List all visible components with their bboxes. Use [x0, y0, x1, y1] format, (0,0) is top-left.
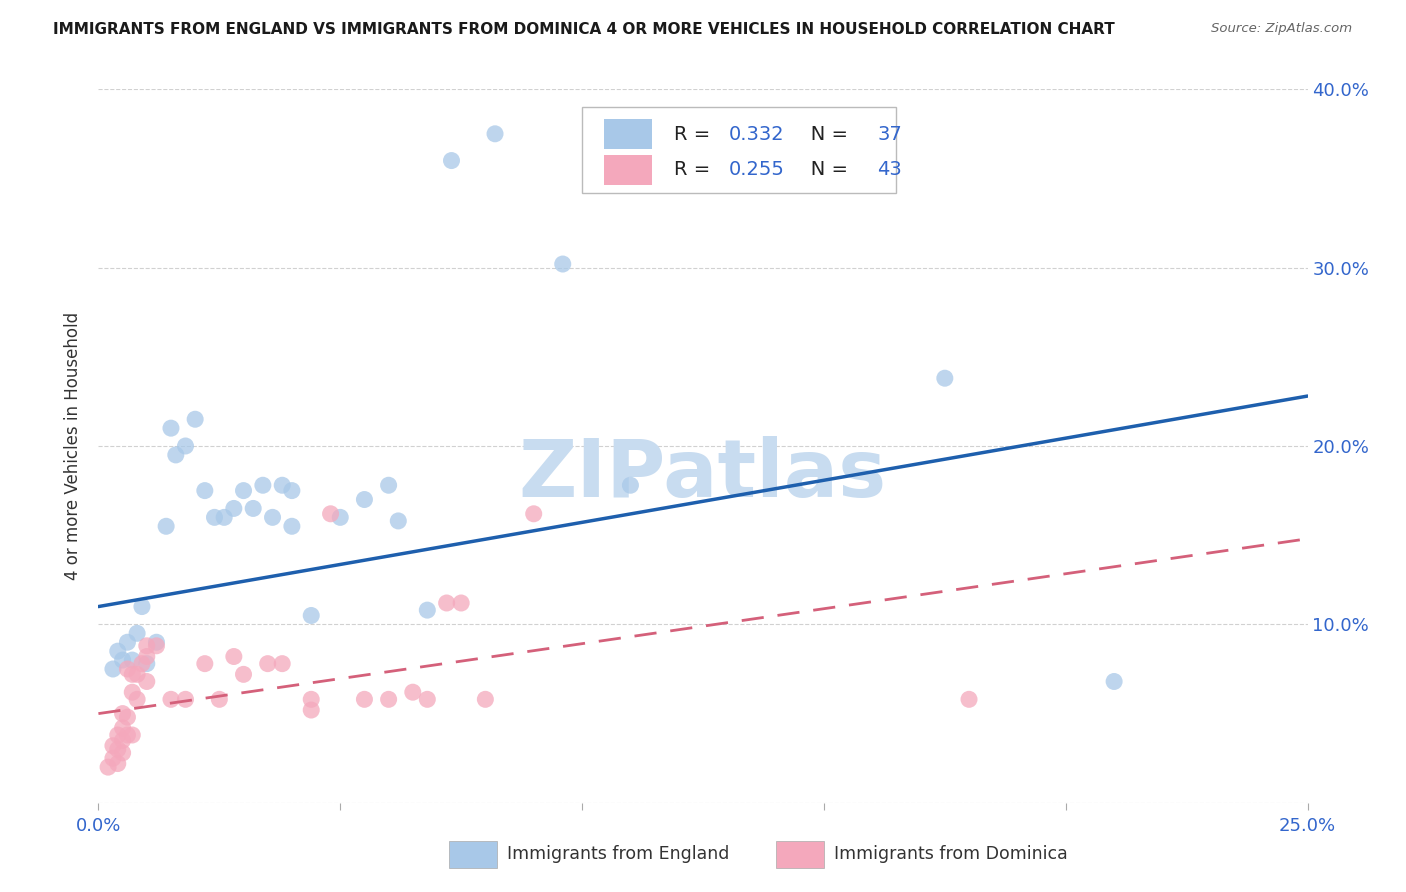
- Point: [1102, 674, 1125, 689]
- Point: [111, 746, 134, 760]
- Point: [121, 667, 143, 681]
- Bar: [603, 155, 652, 185]
- Text: 0.332: 0.332: [728, 125, 785, 144]
- Point: [111, 653, 134, 667]
- Point: [135, 657, 157, 671]
- Point: [127, 692, 149, 706]
- Bar: [449, 841, 498, 869]
- Point: [101, 662, 124, 676]
- Point: [160, 692, 183, 706]
- Point: [135, 674, 157, 689]
- Point: [353, 492, 375, 507]
- Point: [281, 519, 304, 533]
- Point: [121, 653, 143, 667]
- Point: [222, 501, 245, 516]
- Point: [145, 635, 167, 649]
- Point: [402, 685, 425, 699]
- Point: [111, 721, 134, 735]
- Point: [252, 478, 274, 492]
- Point: [107, 742, 129, 756]
- Point: [204, 510, 226, 524]
- Point: [155, 519, 177, 533]
- Point: [107, 756, 129, 771]
- Point: [160, 421, 183, 435]
- Point: [440, 153, 463, 168]
- Point: [450, 596, 472, 610]
- Text: 0.255: 0.255: [728, 161, 785, 179]
- Y-axis label: 4 or more Vehicles in Household: 4 or more Vehicles in Household: [65, 312, 83, 580]
- Point: [242, 501, 264, 516]
- Point: [474, 692, 496, 706]
- Point: [222, 649, 245, 664]
- Point: [107, 644, 129, 658]
- Point: [281, 483, 304, 498]
- Point: [131, 599, 153, 614]
- Point: [957, 692, 980, 706]
- Point: [107, 728, 129, 742]
- Point: [934, 371, 956, 385]
- Point: [377, 478, 399, 492]
- Point: [299, 703, 322, 717]
- Point: [256, 657, 278, 671]
- FancyBboxPatch shape: [582, 107, 897, 193]
- Text: ZIPatlas: ZIPatlas: [519, 435, 887, 514]
- Point: [101, 739, 124, 753]
- Point: [212, 510, 235, 524]
- Point: [523, 507, 546, 521]
- Point: [319, 507, 342, 521]
- Point: [135, 649, 157, 664]
- Text: R =: R =: [673, 125, 717, 144]
- Point: [416, 692, 439, 706]
- Point: [131, 657, 153, 671]
- Text: R =: R =: [673, 161, 717, 179]
- Point: [232, 667, 254, 681]
- Point: [111, 706, 134, 721]
- Point: [101, 751, 124, 765]
- Text: IMMIGRANTS FROM ENGLAND VS IMMIGRANTS FROM DOMINICA 4 OR MORE VEHICLES IN HOUSEH: IMMIGRANTS FROM ENGLAND VS IMMIGRANTS FR…: [53, 22, 1115, 37]
- Point: [97, 760, 120, 774]
- Point: [135, 639, 157, 653]
- Text: Source: ZipAtlas.com: Source: ZipAtlas.com: [1212, 22, 1353, 36]
- Point: [484, 127, 506, 141]
- Point: [117, 710, 139, 724]
- Bar: [776, 841, 824, 869]
- Point: [232, 483, 254, 498]
- Point: [127, 667, 149, 681]
- Point: [329, 510, 352, 524]
- Point: [299, 608, 322, 623]
- Text: Immigrants from England: Immigrants from England: [508, 846, 730, 863]
- Point: [121, 685, 143, 699]
- Point: [416, 603, 439, 617]
- Point: [145, 639, 167, 653]
- Point: [165, 448, 187, 462]
- Point: [194, 657, 217, 671]
- Bar: [603, 120, 652, 149]
- Point: [377, 692, 399, 706]
- Point: [194, 483, 217, 498]
- Point: [127, 626, 149, 640]
- Point: [121, 728, 143, 742]
- Text: N =: N =: [793, 125, 855, 144]
- Point: [271, 478, 294, 492]
- Point: [619, 478, 641, 492]
- Point: [353, 692, 375, 706]
- Point: [299, 692, 322, 706]
- Point: [174, 692, 197, 706]
- Point: [117, 635, 139, 649]
- Text: 37: 37: [877, 125, 901, 144]
- Point: [174, 439, 197, 453]
- Point: [262, 510, 284, 524]
- Point: [111, 733, 134, 747]
- Point: [184, 412, 207, 426]
- Text: N =: N =: [793, 161, 855, 179]
- Point: [551, 257, 574, 271]
- Text: Immigrants from Dominica: Immigrants from Dominica: [834, 846, 1067, 863]
- Point: [117, 662, 139, 676]
- Point: [436, 596, 458, 610]
- Point: [387, 514, 409, 528]
- Point: [208, 692, 231, 706]
- Point: [117, 728, 139, 742]
- Point: [271, 657, 294, 671]
- Text: 43: 43: [877, 161, 901, 179]
